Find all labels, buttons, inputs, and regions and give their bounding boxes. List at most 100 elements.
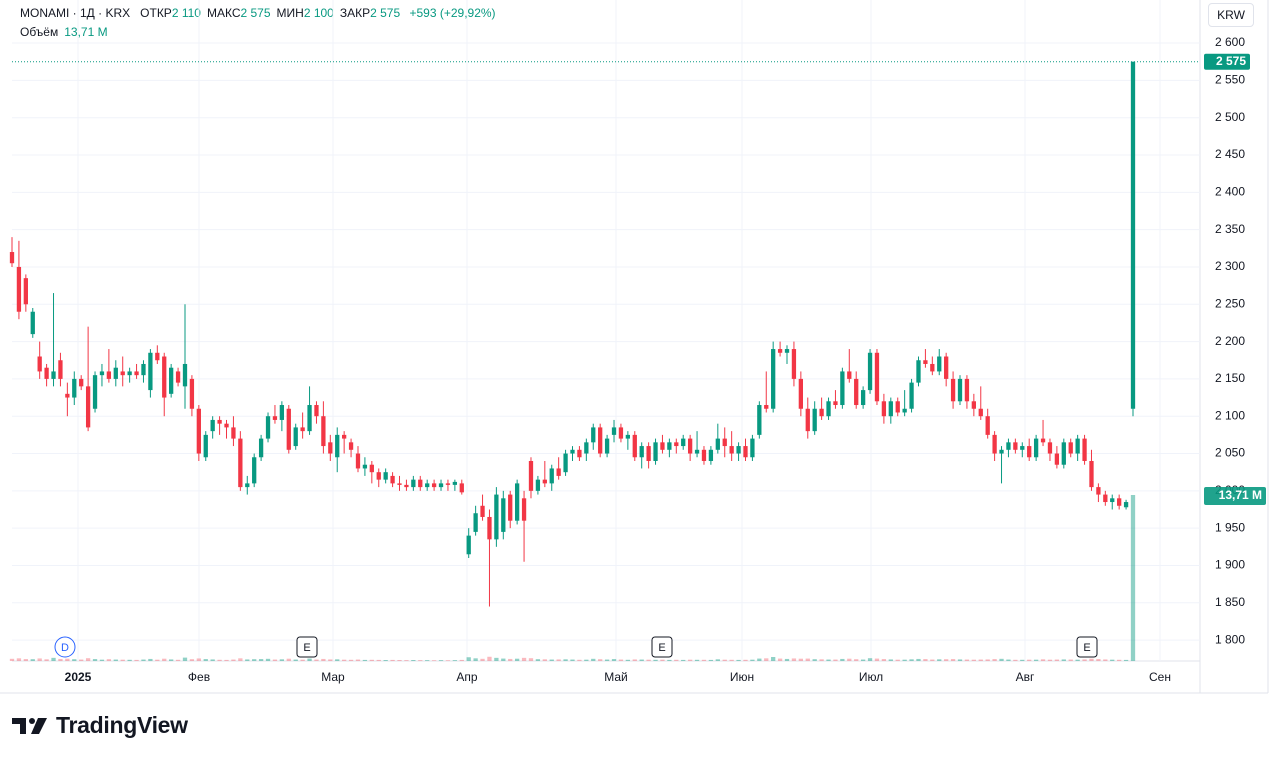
volume-bar	[411, 660, 416, 661]
volume-bar	[542, 659, 547, 661]
volume-bar	[535, 659, 541, 661]
candle-body	[501, 498, 506, 532]
y-tick-label: 2 050	[1215, 446, 1245, 460]
volume-bar	[874, 658, 880, 661]
candle-body	[1061, 442, 1066, 465]
volume-name: Объём	[20, 25, 59, 39]
candle-body	[999, 449, 1004, 454]
candle-body	[777, 349, 783, 353]
candle-body	[591, 427, 596, 443]
candle-body	[362, 464, 368, 469]
volume-bar	[58, 658, 63, 661]
volume-bar	[771, 657, 776, 661]
candle-body	[860, 390, 866, 406]
candle-body	[708, 449, 714, 461]
candle-body	[397, 483, 402, 485]
candle-body	[694, 449, 700, 454]
ohlc-fields: ОТКР2 110 МАКС2 575 МИН2 100 ЗАКР2 575	[140, 6, 406, 20]
brand-logo	[12, 717, 47, 734]
volume-bar	[777, 658, 783, 661]
volume-bar	[252, 659, 257, 661]
candle-body	[245, 483, 250, 488]
y-tick-label: 2 100	[1215, 408, 1245, 422]
price-tag-bg	[1204, 53, 1250, 70]
candle-body	[1047, 442, 1053, 454]
candle-body	[411, 479, 416, 488]
candle-body	[300, 427, 305, 432]
candle-body	[1033, 438, 1039, 458]
currency-button[interactable]: KRW	[1208, 3, 1254, 27]
candle-body	[189, 378, 195, 409]
candle-body	[272, 416, 278, 420]
volume-bar	[355, 659, 361, 661]
candle-body	[425, 483, 430, 488]
volume-bar	[992, 659, 997, 661]
volume-bar	[971, 659, 976, 661]
candle-body	[459, 483, 464, 493]
candle-body	[1110, 498, 1115, 503]
volume-bar	[445, 660, 451, 661]
candle-body	[16, 266, 22, 312]
volume-bar	[757, 658, 762, 661]
y-tick-label: 2 150	[1215, 371, 1245, 385]
volume-value: 13,71 M	[64, 25, 108, 39]
volume-bar	[1013, 659, 1018, 661]
candle-body	[625, 434, 631, 439]
candle-body	[1006, 442, 1011, 450]
candle-body	[217, 419, 222, 424]
y-tick-label: 1 950	[1215, 520, 1245, 534]
volume-bar	[224, 659, 229, 661]
price-tag: 2 575	[1216, 54, 1246, 68]
volume-bar	[44, 659, 49, 661]
candle-body	[957, 378, 963, 402]
candle-body	[134, 371, 139, 376]
volume-bar	[148, 658, 153, 661]
volume-bar	[618, 659, 624, 661]
volume-bar	[210, 659, 215, 661]
candle-body	[646, 446, 651, 461]
volume-bar	[293, 659, 298, 661]
candle-body	[65, 393, 70, 398]
volume-bar	[376, 659, 381, 661]
volume-bar	[999, 658, 1004, 661]
field-name: ОТКР	[140, 6, 172, 20]
candle-body	[369, 464, 374, 473]
volume-bar	[23, 659, 28, 661]
candle-body	[681, 438, 686, 447]
candle-body	[604, 438, 610, 454]
candle-body	[847, 371, 852, 379]
candle-body	[58, 360, 63, 379]
volume-bar	[840, 658, 845, 661]
candle-body	[764, 405, 769, 409]
volume-bar	[487, 656, 492, 661]
field-name: ЗАКР	[339, 6, 371, 20]
candle-body	[438, 483, 444, 488]
volume-bar	[646, 659, 651, 661]
candle-body	[687, 438, 693, 454]
candle-body	[196, 408, 201, 454]
candle-body	[819, 408, 824, 417]
candle-body	[715, 438, 720, 450]
candle-body	[335, 434, 340, 458]
volume-bar	[1061, 659, 1066, 661]
candle-body	[210, 419, 215, 432]
volume-bar	[141, 659, 146, 661]
volume-bar	[1117, 659, 1122, 661]
volume-bar	[258, 659, 264, 661]
volume-bar	[1027, 659, 1032, 661]
volume-bar	[1096, 659, 1101, 661]
candle-body	[971, 401, 976, 409]
volume-bar	[1082, 659, 1087, 661]
volume-bar	[1033, 659, 1039, 661]
volume-bar	[625, 659, 631, 661]
y-tick-label: 1 800	[1215, 632, 1245, 646]
volume-bar	[217, 659, 222, 661]
volume-bar	[1110, 659, 1115, 661]
candle-body	[840, 371, 845, 406]
candle-body	[307, 405, 312, 432]
candle-body	[1130, 61, 1136, 409]
volume-bar	[923, 659, 928, 661]
volume-bar	[1020, 659, 1025, 661]
volume-bar	[743, 659, 748, 661]
